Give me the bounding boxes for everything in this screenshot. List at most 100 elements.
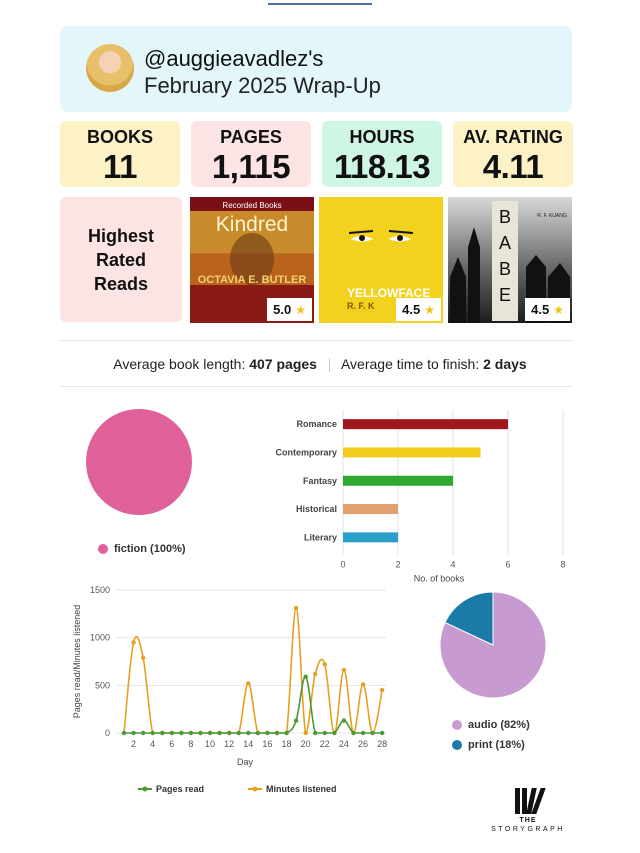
legend-pages-read[interactable]: Pages read [138,784,204,794]
stat-pages: PAGES 1,115 [191,121,311,187]
data-point[interactable] [293,605,299,611]
stat-value: 11 [103,148,137,185]
rating-badge: 4.5 ★ [525,298,570,321]
data-point[interactable] [226,730,232,736]
svg-text:B: B [499,207,511,227]
data-point[interactable] [265,730,270,736]
data-point[interactable] [131,730,136,736]
averages-line: Average book length: 407 pages Average t… [113,356,527,373]
bar-literary[interactable] [343,532,398,543]
data-point[interactable] [341,667,347,673]
data-point[interactable] [188,730,194,736]
star-icon: ★ [424,302,435,317]
x-tick-label: 26 [358,739,368,749]
fiction-pie-chart [86,409,192,515]
bar-historical[interactable] [343,504,398,515]
x-tick-label: 24 [339,739,349,749]
bar-contemporary[interactable] [343,447,481,458]
star-icon: ★ [553,302,564,317]
book-cover-kindred[interactable]: Recorded Books Kindred OCTAVIA E. BUTLER… [190,197,314,323]
stat-value: 118.13 [333,148,431,185]
data-point[interactable] [332,730,337,736]
svg-text:E: E [499,285,511,305]
data-point[interactable] [293,718,299,723]
cover-title: YELLOWFACE [347,286,430,300]
svg-text:A: A [499,233,511,253]
data-point[interactable] [121,730,127,736]
legend-audio[interactable]: audio (82%) [452,719,530,731]
data-point[interactable] [379,730,385,736]
book-cover-yellowface[interactable]: YELLOWFACE R. F. K 4.5 ★ [319,197,443,323]
data-point[interactable] [303,730,308,736]
data-point[interactable] [322,662,328,667]
pie-slice-print[interactable] [444,591,494,646]
format-pie-chart [439,591,547,699]
data-point[interactable] [207,730,213,736]
stat-value: 4.11 [482,148,544,185]
y-tick-label: 0 [105,728,110,738]
avg-length-value: 407 pages [249,356,317,372]
x-tick-label: 28 [377,739,387,749]
username-handle[interactable]: @auggieavadlez's [144,46,324,71]
data-point[interactable] [284,730,289,736]
data-point[interactable] [140,730,146,736]
legend-fiction[interactable]: fiction (100%) [98,543,186,555]
stat-label: AV. RATING [463,127,563,147]
data-point[interactable] [131,640,136,645]
data-point[interactable] [370,730,375,736]
bar-romance[interactable] [343,419,508,430]
x-tick-label: 8 [188,739,193,749]
avg-time-value: 2 days [483,356,527,372]
data-point[interactable] [150,730,155,736]
svg-text:B: B [499,259,511,279]
data-point[interactable] [360,730,366,736]
data-point[interactable] [179,730,184,736]
highest-rated-label: Highest Rated Reads [60,197,182,322]
svg-text:Pages read: Pages read [156,784,204,794]
data-point[interactable] [255,730,261,736]
x-tick-label: 14 [243,739,253,749]
data-point[interactable] [351,730,356,736]
data-point[interactable] [313,730,318,736]
category-label: Romance [296,419,337,429]
x-tick-label: 4 [150,739,155,749]
bar-fantasy[interactable] [343,475,453,486]
wrapup-header: @auggieavadlez's February 2025 Wrap-Up [60,26,572,112]
x-tick-label: 6 [505,560,510,570]
book-cover-babel[interactable]: B A B E R. F. KUANG 4.5 ★ [448,197,572,323]
data-point[interactable] [379,687,385,693]
data-point[interactable] [169,730,175,736]
data-point[interactable] [246,730,251,736]
cover-author: R. F. K [347,301,375,311]
x-tick-label: 10 [205,739,215,749]
x-tick-label: 2 [395,560,400,570]
section-divider [60,340,572,341]
y-tick-label: 1000 [90,633,110,643]
data-point[interactable] [322,730,328,736]
data-point[interactable] [313,671,318,677]
data-point[interactable] [274,730,280,736]
yellowface-cover-art: YELLOWFACE R. F. K [347,230,430,311]
data-point[interactable] [217,730,222,736]
star-icon: ★ [295,302,306,317]
data-point[interactable] [198,730,203,736]
data-point[interactable] [360,682,366,687]
stat-label: PAGES [220,127,282,147]
category-label: Fantasy [303,476,337,486]
legend-minutes-listened[interactable]: Minutes listened [248,784,337,794]
storygraph-logo[interactable]: THE STORYGRAPH [488,786,568,833]
rating-badge: 4.5 ★ [396,298,441,321]
data-point[interactable] [303,674,308,679]
x-tick-label: 0 [340,560,345,570]
legend-print[interactable]: print (18%) [452,739,525,751]
series-line-pages-read[interactable] [124,675,383,734]
data-point[interactable] [236,730,241,736]
data-point[interactable] [140,655,146,660]
avatar[interactable] [86,44,134,92]
pie-slice-fiction[interactable] [86,409,192,515]
data-point[interactable] [246,681,251,686]
x-axis-label: No. of books [414,574,465,584]
data-point[interactable] [160,730,165,736]
data-point[interactable] [341,718,347,723]
